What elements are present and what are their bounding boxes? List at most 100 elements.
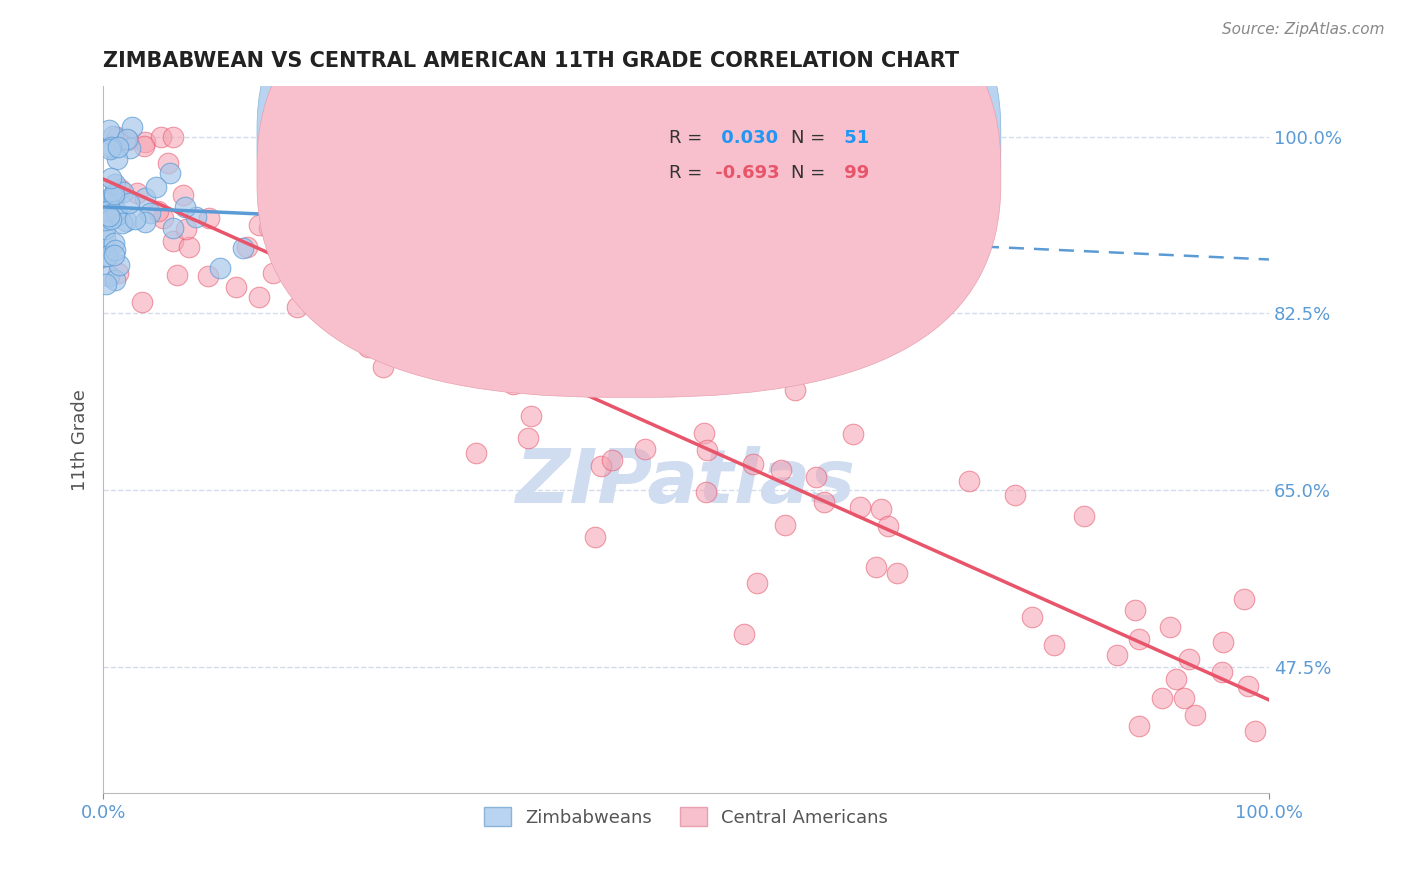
- Point: [125, 186, 148, 200]
- Point: [695, 484, 717, 499]
- Point: [813, 494, 835, 508]
- Text: 99: 99: [838, 164, 869, 182]
- Point: [769, 463, 792, 477]
- Point: [173, 200, 195, 214]
- Point: [468, 349, 491, 363]
- Point: [589, 458, 612, 473]
- Point: [247, 290, 270, 304]
- Point: [100, 189, 122, 203]
- Point: [517, 431, 540, 445]
- Point: [103, 186, 125, 201]
- Point: [957, 475, 980, 489]
- Text: Source: ZipAtlas.com: Source: ZipAtlas.com: [1222, 22, 1385, 37]
- Point: [105, 152, 128, 166]
- Point: [1184, 707, 1206, 722]
- Text: R =: R =: [668, 164, 702, 182]
- Point: [302, 251, 325, 265]
- Point: [103, 190, 125, 204]
- Point: [271, 168, 294, 182]
- Point: [842, 427, 865, 442]
- Point: [104, 273, 127, 287]
- Point: [111, 216, 134, 230]
- Point: [533, 370, 555, 384]
- Point: [1178, 652, 1201, 666]
- Point: [465, 368, 488, 382]
- Point: [118, 196, 141, 211]
- Point: [94, 231, 117, 245]
- Legend: Zimbabweans, Central Americans: Zimbabweans, Central Americans: [477, 800, 896, 834]
- Point: [100, 140, 122, 154]
- Point: [139, 205, 162, 219]
- Point: [443, 324, 465, 338]
- Point: [162, 234, 184, 248]
- Point: [105, 208, 128, 222]
- Point: [304, 260, 326, 275]
- Point: [103, 248, 125, 262]
- Point: [177, 240, 200, 254]
- Point: [585, 306, 607, 320]
- Point: [441, 323, 464, 337]
- Point: [174, 222, 197, 236]
- Point: [886, 566, 908, 580]
- Point: [145, 180, 167, 194]
- Point: [232, 241, 254, 255]
- Point: [111, 185, 134, 199]
- Point: [104, 243, 127, 257]
- Point: [117, 133, 139, 147]
- Point: [461, 273, 484, 287]
- Point: [97, 204, 120, 219]
- Text: ZIPatlas: ZIPatlas: [516, 446, 856, 518]
- Point: [634, 442, 657, 457]
- Point: [103, 236, 125, 251]
- Point: [409, 318, 432, 332]
- Point: [262, 266, 284, 280]
- Point: [600, 453, 623, 467]
- Point: [274, 221, 297, 235]
- Point: [307, 219, 329, 234]
- Point: [1043, 638, 1066, 652]
- Text: ZIMBABWEAN VS CENTRAL AMERICAN 11TH GRADE CORRELATION CHART: ZIMBABWEAN VS CENTRAL AMERICAN 11TH GRAD…: [103, 51, 959, 70]
- Point: [464, 446, 486, 460]
- Point: [865, 559, 887, 574]
- Point: [384, 169, 406, 184]
- Point: [1107, 648, 1129, 662]
- Point: [1004, 488, 1026, 502]
- Point: [344, 248, 367, 262]
- Point: [583, 530, 606, 544]
- Point: [1173, 691, 1195, 706]
- Point: [783, 384, 806, 398]
- Point: [97, 209, 120, 223]
- Point: [148, 204, 170, 219]
- Point: [94, 221, 117, 235]
- Point: [105, 204, 128, 219]
- Text: R =: R =: [668, 129, 702, 147]
- Point: [104, 178, 127, 192]
- Point: [1128, 719, 1150, 733]
- Point: [96, 249, 118, 263]
- Point: [159, 166, 181, 180]
- Point: [94, 212, 117, 227]
- Point: [876, 519, 898, 533]
- Point: [103, 128, 125, 143]
- Point: [356, 340, 378, 354]
- Point: [380, 315, 402, 329]
- Point: [100, 170, 122, 185]
- Point: [733, 627, 755, 641]
- Point: [1123, 603, 1146, 617]
- Point: [131, 294, 153, 309]
- Point: [323, 242, 346, 256]
- Text: N =: N =: [792, 164, 825, 182]
- Point: [502, 376, 524, 391]
- Point: [162, 220, 184, 235]
- Point: [197, 269, 219, 284]
- Point: [225, 280, 247, 294]
- Point: [108, 182, 131, 196]
- Point: [198, 211, 221, 226]
- Point: [121, 120, 143, 134]
- Point: [1233, 591, 1256, 606]
- Point: [489, 329, 512, 343]
- Point: [96, 196, 118, 211]
- Point: [1128, 632, 1150, 647]
- Point: [516, 367, 538, 381]
- Point: [718, 336, 741, 351]
